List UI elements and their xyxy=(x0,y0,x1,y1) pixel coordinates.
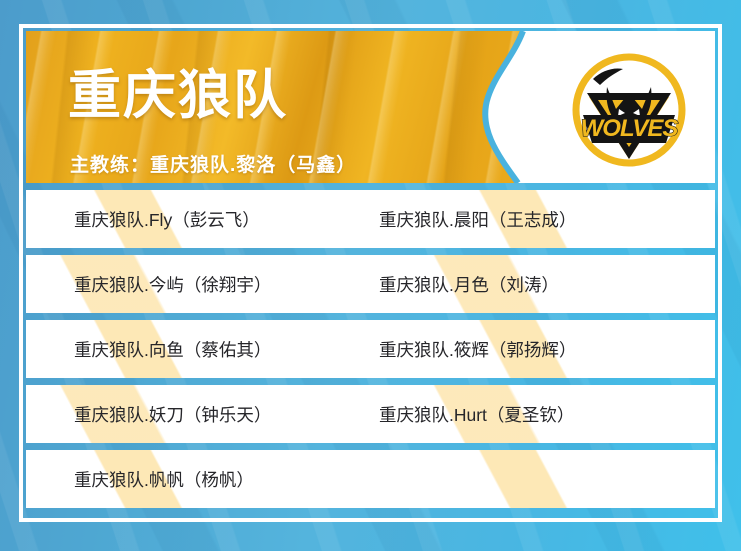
wolves-logo-icon: WOLVES xyxy=(567,47,691,171)
player-name-right: 重庆狼队.晨阳（王志成） xyxy=(379,209,577,230)
poster-content-area: 重庆狼队 主教练：重庆狼队.黎洛（马鑫） xyxy=(26,31,715,515)
page-title: 重庆狼队 xyxy=(68,66,288,125)
player-name-right: 重庆狼队.筱辉（郭扬辉） xyxy=(379,339,577,360)
head-coach-label: 主教练：重庆狼队.黎洛（马鑫） xyxy=(70,155,357,176)
poster-outer-frame xyxy=(19,24,722,522)
player-name-left: 重庆狼队.向鱼（蔡佑其） xyxy=(74,339,272,360)
player-name-left: 重庆狼队.妖刀（钟乐天） xyxy=(74,404,272,425)
roster-row: 重庆狼队.Fly（彭云飞） 重庆狼队.晨阳（王志成） xyxy=(26,190,715,248)
player-name-right: 重庆狼队.月色（刘涛） xyxy=(379,274,559,295)
roster-list: 重庆狼队.Fly（彭云飞） 重庆狼队.晨阳（王志成） 重庆狼队.今屿（徐翔宇） … xyxy=(26,183,715,515)
svg-text:WOLVES: WOLVES xyxy=(581,115,679,142)
roster-row: 重庆狼队.今屿（徐翔宇） 重庆狼队.月色（刘涛） xyxy=(26,255,715,313)
player-name-right: 重庆狼队.Hurt（夏圣钦） xyxy=(379,404,575,425)
player-name-left: 重庆狼队.Fly（彭云飞） xyxy=(74,209,260,230)
player-name-left: 重庆狼队.帆帆（杨帆） xyxy=(74,469,254,490)
player-name-left: 重庆狼队.今屿（徐翔宇） xyxy=(74,274,272,295)
roster-row: 重庆狼队.向鱼（蔡佑其） 重庆狼队.筱辉（郭扬辉） xyxy=(26,320,715,378)
roster-row: 重庆狼队.帆帆（杨帆） xyxy=(26,450,715,508)
team-header-banner: 重庆狼队 主教练：重庆狼队.黎洛（马鑫） xyxy=(26,31,715,183)
roster-row: 重庆狼队.妖刀（钟乐天） 重庆狼队.Hurt（夏圣钦） xyxy=(26,385,715,443)
